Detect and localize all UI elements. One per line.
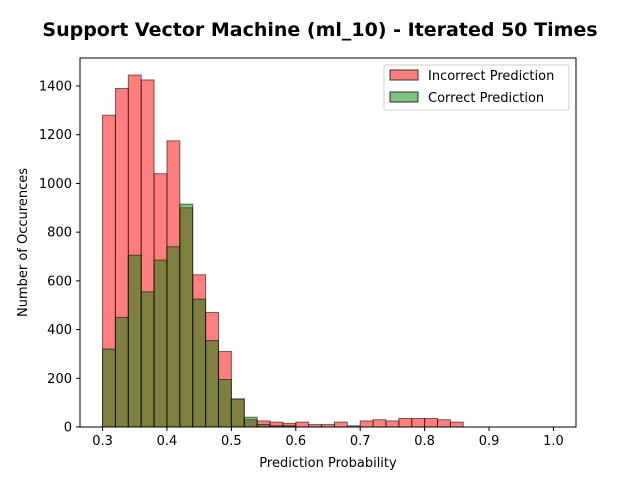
y-tick-label: 1400 bbox=[39, 80, 72, 95]
legend-label-correct: Correct Prediction bbox=[428, 91, 544, 106]
x-tick-label: 0.6 bbox=[285, 434, 306, 449]
legend-frame bbox=[383, 64, 570, 111]
bar-correct-1 bbox=[114, 316, 129, 428]
y-axis-label: Number of Occurences bbox=[16, 168, 31, 317]
y-tick-label: 0 bbox=[64, 421, 72, 436]
bar-incorrect-22 bbox=[385, 420, 400, 428]
bar-incorrect-21 bbox=[372, 419, 387, 428]
y-tick-label: 800 bbox=[47, 226, 72, 241]
bar-correct-11 bbox=[243, 416, 258, 428]
y-tick-label: 600 bbox=[47, 274, 72, 289]
bar-incorrect-27 bbox=[449, 421, 464, 428]
plot-frame bbox=[79, 57, 577, 428]
legend-label-incorrect: Incorrect Prediction bbox=[428, 69, 554, 84]
bar-correct-6 bbox=[179, 203, 194, 428]
chart-title: Support Vector Machine (ml_10) - Iterate… bbox=[42, 19, 597, 41]
legend-swatch-incorrect bbox=[389, 69, 419, 81]
x-tick-label: 1.0 bbox=[543, 434, 564, 449]
x-tick-label: 0.9 bbox=[479, 434, 500, 449]
bar-incorrect-18 bbox=[333, 421, 348, 428]
bar-correct-5 bbox=[166, 246, 181, 428]
y-tick-label: 400 bbox=[47, 323, 72, 338]
bar-incorrect-20 bbox=[359, 420, 374, 428]
legend-swatch-correct bbox=[389, 91, 419, 103]
x-axis: 0.3 0.4 0.5 0.6 0.7 0.8 0.9 1.0 bbox=[92, 427, 564, 449]
bar-incorrect-23 bbox=[398, 417, 413, 428]
bar-correct-8 bbox=[205, 340, 219, 428]
bar-correct-10 bbox=[230, 398, 245, 428]
x-tick-label: 0.3 bbox=[92, 434, 113, 449]
bar-incorrect-25 bbox=[424, 417, 439, 428]
bar-incorrect-15 bbox=[295, 421, 310, 428]
bars-layer bbox=[102, 74, 464, 428]
x-tick-label: 0.7 bbox=[350, 434, 371, 449]
bar-correct-9 bbox=[217, 379, 232, 428]
x-tick-label: 0.5 bbox=[221, 434, 242, 449]
bar-correct-0 bbox=[102, 348, 116, 428]
bar-incorrect-26 bbox=[437, 419, 451, 428]
bar-correct-7 bbox=[192, 298, 207, 428]
bar-correct-2 bbox=[127, 254, 142, 428]
y-tick-label: 1000 bbox=[39, 177, 72, 192]
y-tick-label: 200 bbox=[47, 372, 72, 387]
y-axis: 0 200 400 600 800 1000 1200 1400 bbox=[39, 80, 80, 436]
x-tick-label: 0.8 bbox=[414, 434, 435, 449]
x-axis-label: Prediction Probability bbox=[259, 456, 397, 471]
bar-correct-3 bbox=[140, 291, 155, 428]
bar-incorrect-24 bbox=[411, 417, 426, 428]
bar-correct-4 bbox=[153, 259, 168, 428]
y-tick-label: 1200 bbox=[39, 128, 72, 143]
legend: Incorrect Prediction Correct Prediction bbox=[383, 64, 570, 111]
x-tick-label: 0.4 bbox=[157, 434, 178, 449]
